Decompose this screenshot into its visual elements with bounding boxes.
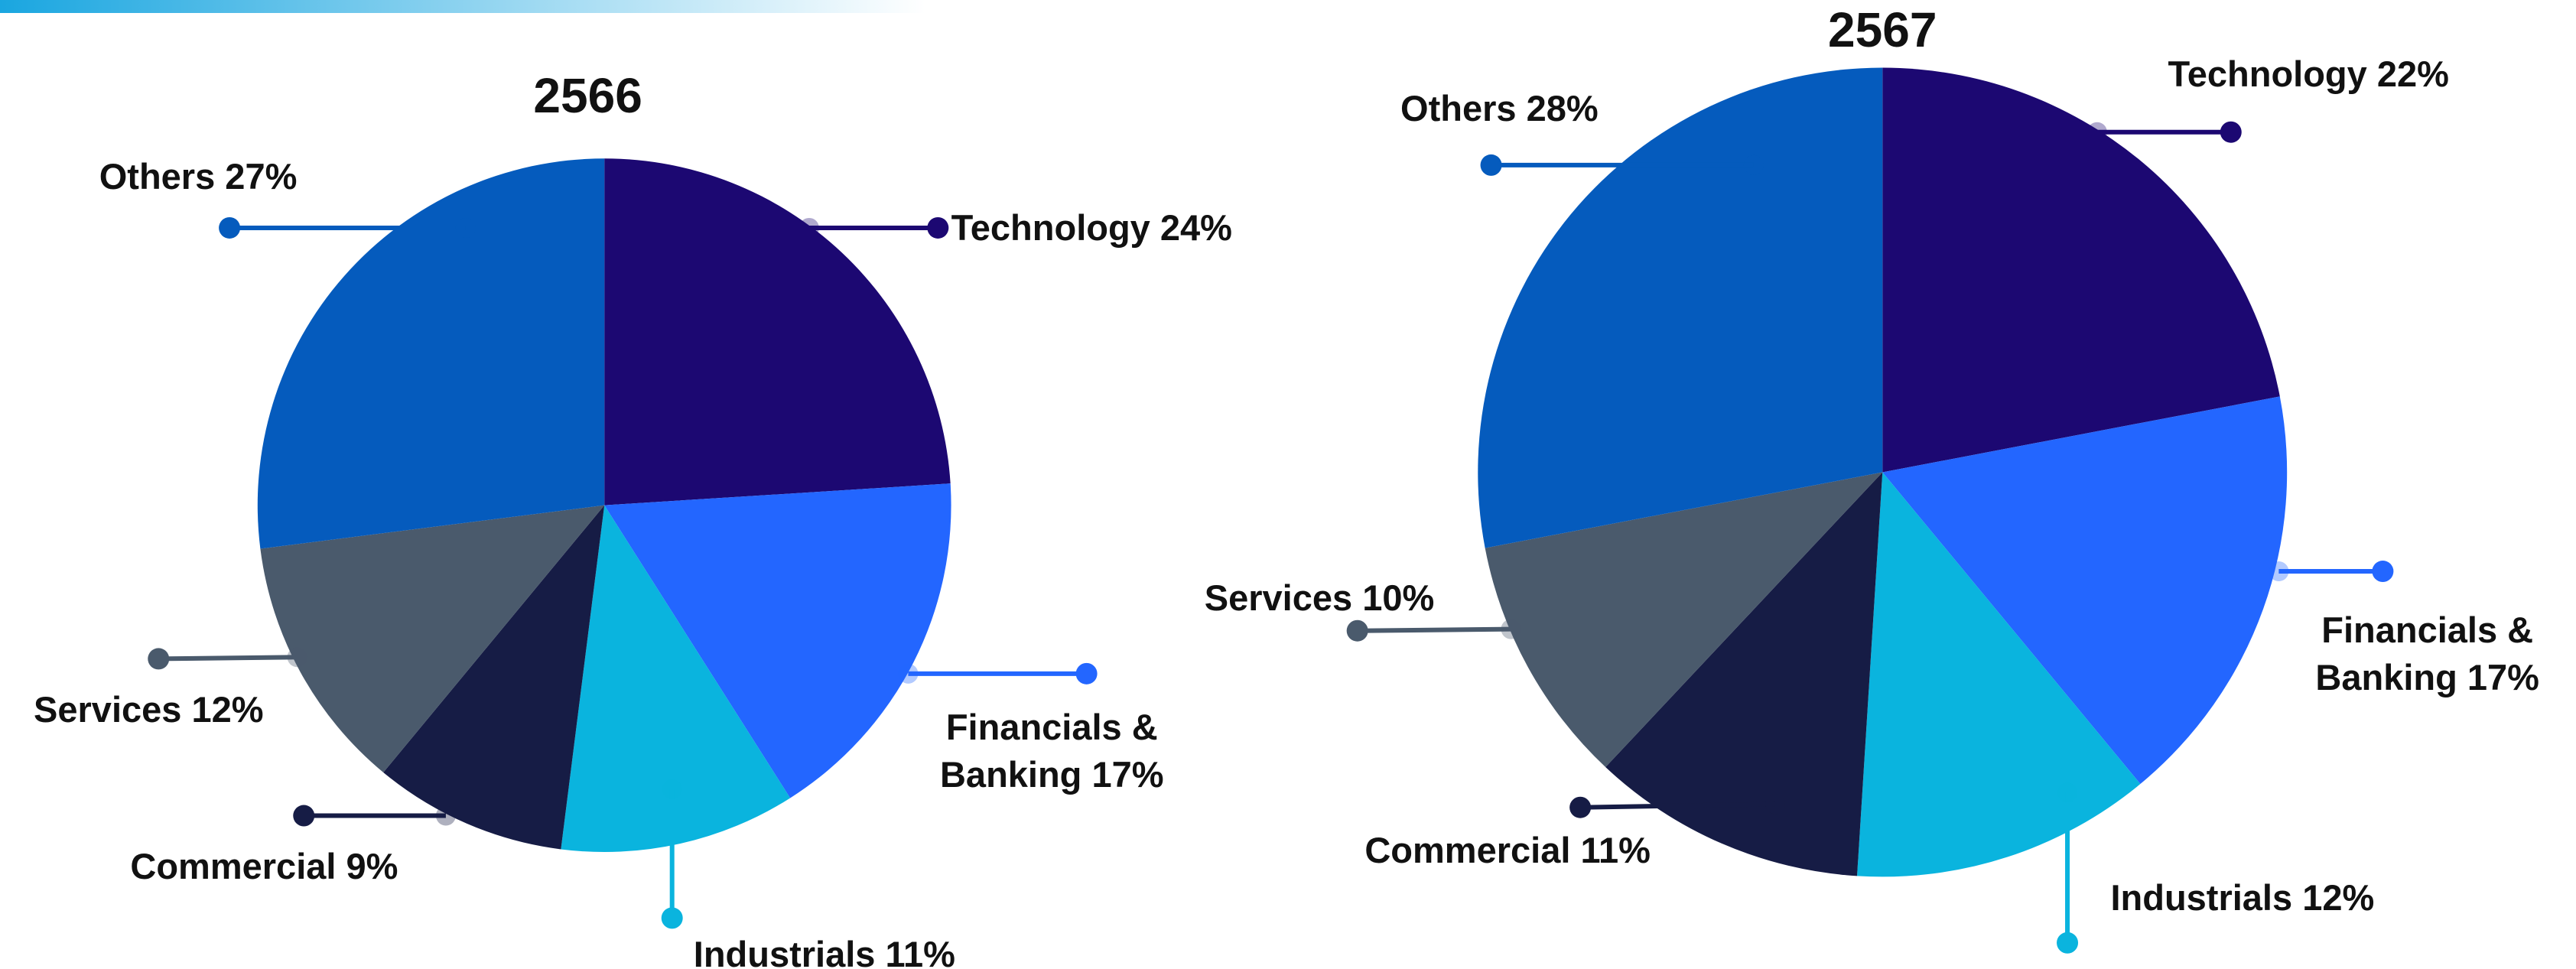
value-label: 10%	[1362, 577, 1435, 618]
slice-label: Industrials 11%	[694, 931, 955, 969]
slice-label: Services 12%	[34, 686, 264, 733]
leader-dot	[293, 805, 315, 827]
pie-slice	[604, 158, 951, 506]
leader-dot	[2372, 561, 2394, 583]
category-name: Financials & Banking	[939, 707, 1158, 795]
category-name: Industrials	[693, 933, 876, 969]
title-text: 2567	[1828, 2, 1937, 57]
slice-label: Commercial 11%	[1364, 827, 1651, 874]
slice-label: Financials & Banking 17%	[920, 704, 1184, 798]
pie-slice	[1478, 67, 1883, 548]
category-name: Others	[1400, 88, 1517, 129]
chart-title: 2566	[533, 67, 642, 124]
category-name: Technology	[2168, 54, 2367, 95]
value-label: 17%	[2467, 656, 2539, 697]
category-name: Commercial	[130, 846, 337, 887]
pie-slice	[257, 158, 605, 549]
leader-start	[1501, 619, 1521, 639]
value-label: 24%	[1160, 206, 1232, 248]
slice-label: Others 27%	[99, 153, 298, 200]
leader-dot	[219, 216, 241, 239]
slice-label: Technology 24%	[951, 204, 1232, 252]
category-name: Others	[99, 156, 216, 197]
category-name: Commercial	[1364, 829, 1571, 870]
leader-start	[898, 663, 919, 684]
leader-line	[1580, 802, 1775, 810]
leader-start	[2086, 122, 2107, 142]
value-label: 9%	[346, 846, 398, 887]
leader-line	[1357, 626, 1511, 633]
category-name: Financials & Banking	[2315, 609, 2534, 697]
category-name: Services	[1204, 577, 1353, 618]
value-label: 22%	[2376, 54, 2449, 95]
leader-dot	[2220, 121, 2242, 143]
category-name: Technology	[951, 206, 1150, 248]
pie-slice	[604, 483, 951, 798]
leader-start	[1764, 794, 1785, 815]
chart-title: 2567	[1828, 2, 1937, 58]
value-label: 11%	[885, 933, 955, 969]
slice-label: Commercial 9%	[130, 843, 398, 890]
leader-start	[1743, 154, 1764, 175]
leader-dot	[927, 216, 949, 239]
category-name: Services	[34, 689, 182, 730]
leader-dot	[1480, 154, 1502, 176]
category-name: Industrials	[2110, 877, 2293, 919]
leader-start	[287, 647, 307, 668]
leader-dot	[1569, 796, 1592, 818]
value-label: 11%	[1580, 829, 1651, 870]
leader-dot	[1346, 619, 1368, 642]
slice-label: Technology 22%	[2168, 50, 2449, 98]
leader-start	[2057, 782, 2078, 803]
slice-label: Others 28%	[1400, 85, 1599, 132]
title-text: 2566	[533, 68, 642, 124]
value-label: 17%	[1091, 754, 1164, 795]
pie-slice	[1857, 472, 2141, 877]
pie-slice	[1882, 67, 2280, 473]
leader-start	[662, 779, 682, 799]
leader-dot	[1075, 662, 1098, 684]
leader-dot	[148, 648, 170, 670]
pie-slice	[383, 505, 605, 850]
leader-dot	[2057, 932, 2079, 954]
pie-slice	[1485, 472, 1883, 768]
leader-start	[455, 217, 476, 238]
value-label: 27%	[225, 156, 298, 197]
value-label: 28%	[1526, 88, 1599, 129]
pie-slice	[561, 505, 791, 853]
slice-label: Services 10%	[1205, 574, 1435, 622]
pie-slice	[1605, 472, 1883, 876]
top-accent	[0, 0, 925, 13]
value-label: 12%	[2302, 877, 2375, 919]
leader-start	[798, 217, 819, 238]
pie-slice	[260, 505, 605, 772]
pie-slice	[1882, 396, 2288, 785]
leader-start	[435, 805, 456, 826]
slice-label: Industrials 12%	[2110, 874, 2374, 922]
leader-line	[158, 655, 298, 662]
leader-dot	[661, 907, 683, 929]
value-label: 12%	[191, 689, 264, 730]
leader-start	[2269, 561, 2289, 582]
slice-label: Financials & Banking 17%	[2295, 606, 2559, 701]
